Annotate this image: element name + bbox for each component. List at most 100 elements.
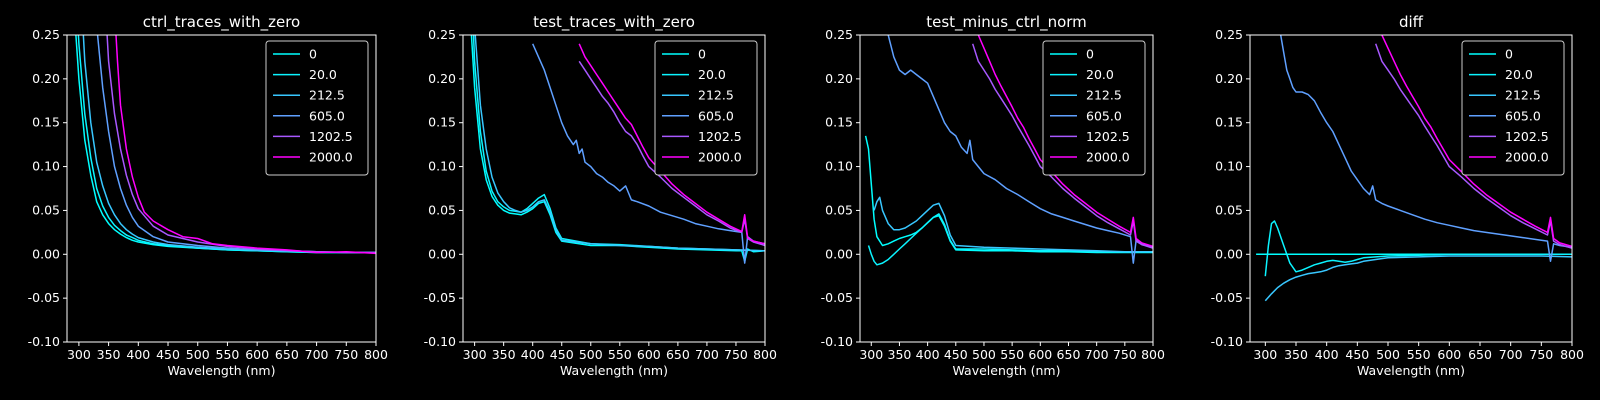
legend-label: 212.5	[1505, 88, 1541, 103]
y-tick-label: 0.20	[825, 71, 853, 86]
x-tick-label: 300	[67, 347, 91, 362]
x-tick-label: 550	[1407, 347, 1431, 362]
x-tick-label: 550	[1000, 347, 1024, 362]
y-tick-label: 0.15	[825, 115, 853, 130]
axes-frame	[1249, 34, 1573, 343]
x-tick-label: 450	[156, 347, 180, 362]
x-tick-label: 400	[916, 347, 940, 362]
y-tick-label: 0.00	[32, 246, 60, 261]
x-axis-label: Wavelength (nm)	[953, 363, 1061, 378]
legend-label: 212.5	[698, 88, 734, 103]
x-tick-label: 600	[1437, 347, 1461, 362]
x-tick-label: 750	[724, 347, 748, 362]
y-tick-label: 0.10	[1215, 159, 1243, 174]
x-tick-label: 700	[1499, 347, 1523, 362]
y-tick-label: 0.25	[32, 27, 60, 42]
y-tick-label: 0.05	[428, 202, 456, 217]
y-tick-label: -0.05	[28, 290, 60, 305]
chart-title: test_minus_ctrl_norm	[926, 13, 1087, 32]
x-tick-label: 350	[888, 347, 912, 362]
legend-label: 1202.5	[1086, 129, 1130, 144]
y-tick-label: 0.10	[32, 159, 60, 174]
y-tick-label: -0.05	[821, 290, 853, 305]
legend-label: 20.0	[309, 67, 337, 82]
x-tick-label: 800	[1141, 347, 1165, 362]
y-tick-label: -0.10	[28, 334, 60, 349]
x-tick-label: 450	[1345, 347, 1369, 362]
y-tick-label: 0.25	[428, 27, 456, 42]
y-tick-label: 0.20	[1215, 71, 1243, 86]
chart-panel-2: test_traces_with_zero 300 350 400 450 500 550 6…	[424, 13, 777, 378]
axes-frame	[66, 34, 377, 343]
legend-label: 605.0	[698, 108, 734, 123]
legend-label: 1202.5	[1505, 129, 1549, 144]
x-tick-label: 650	[1468, 347, 1492, 362]
legend-label: 0	[698, 47, 706, 62]
x-axis-label: Wavelength (nm)	[560, 363, 668, 378]
series-line-20.0	[1264, 220, 1572, 277]
series-line-0	[470, 35, 765, 263]
x-tick-label: 600	[637, 347, 661, 362]
x-tick-label: 800	[364, 347, 388, 362]
series-line-212.5	[873, 196, 1153, 253]
legend-label: 605.0	[309, 108, 345, 123]
x-tick-label: 350	[97, 347, 121, 362]
x-tick-label: 500	[972, 347, 996, 362]
x-axis-label: Wavelength (nm)	[168, 363, 276, 378]
x-tick-label: 400	[126, 347, 150, 362]
x-tick-label: 650	[1057, 347, 1081, 362]
x-tick-label: 750	[334, 347, 358, 362]
y-tick-label: 0.10	[825, 159, 853, 174]
y-tick-label: 0.05	[32, 202, 60, 217]
series-line-2000.0	[578, 43, 765, 245]
legend-label: 0	[1086, 47, 1094, 62]
series-line-605.0	[887, 35, 1153, 264]
legend-label: 20.0	[698, 67, 726, 82]
x-axis-label: Wavelength (nm)	[1357, 363, 1465, 378]
y-tick-label: -0.10	[424, 334, 456, 349]
y-tick-label: 0.00	[1215, 246, 1243, 261]
series-line-1202.5	[971, 43, 1153, 249]
legend-label: 0	[1505, 47, 1513, 62]
x-tick-label: 350	[492, 347, 516, 362]
y-tick-label: 0.00	[825, 246, 853, 261]
x-tick-label: 750	[1529, 347, 1553, 362]
legend-label: 2000.0	[1505, 150, 1549, 165]
x-tick-label: 750	[1113, 347, 1137, 362]
legend-label: 0	[309, 47, 317, 62]
x-tick-label: 450	[550, 347, 574, 362]
x-tick-label: 400	[1315, 347, 1339, 362]
x-tick-label: 600	[1028, 347, 1052, 362]
legend-label: 212.5	[1086, 88, 1122, 103]
y-tick-label: 0.10	[428, 159, 456, 174]
axes-frame	[859, 34, 1154, 343]
y-tick-label: 0.25	[825, 27, 853, 42]
y-tick-label: 0.15	[428, 115, 456, 130]
legend-label: 605.0	[1086, 108, 1122, 123]
x-tick-label: 300	[1253, 347, 1277, 362]
chart-title: test_traces_with_zero	[533, 13, 695, 32]
chart-panel-4: diff 300 350 400 450 500 550 600 650 700 750 800 -0.…	[1211, 13, 1584, 378]
chart-panel-3: test_minus_ctrl_norm 300 350 400 450 500 550 60…	[821, 13, 1165, 378]
series-line-20.0	[867, 213, 1153, 266]
y-tick-label: -0.10	[821, 334, 853, 349]
x-tick-label: 800	[1560, 347, 1584, 362]
x-tick-label: 300	[859, 347, 883, 362]
chart-panel-1: ctrl_traces_with_zero 300 350 400 450 500 550 6…	[28, 13, 388, 378]
legend: 0 20.0 212.5 605.0 1202.5 2000.0	[654, 40, 758, 176]
series-line-1202.5	[1374, 43, 1572, 249]
x-tick-label: 700	[305, 347, 329, 362]
series-line-605.0	[1279, 35, 1572, 263]
y-tick-label: 0.15	[32, 115, 60, 130]
y-tick-label: 0.05	[1215, 202, 1243, 217]
y-tick-label: 0.05	[825, 202, 853, 217]
x-tick-label: 500	[579, 347, 603, 362]
legend-label: 2000.0	[1086, 150, 1130, 165]
y-tick-label: 0.25	[1215, 27, 1243, 42]
axes-frame	[462, 34, 766, 343]
x-tick-label: 800	[753, 347, 777, 362]
series-group	[470, 35, 765, 264]
y-tick-label: -0.05	[424, 290, 456, 305]
legend-label: 1202.5	[309, 129, 353, 144]
